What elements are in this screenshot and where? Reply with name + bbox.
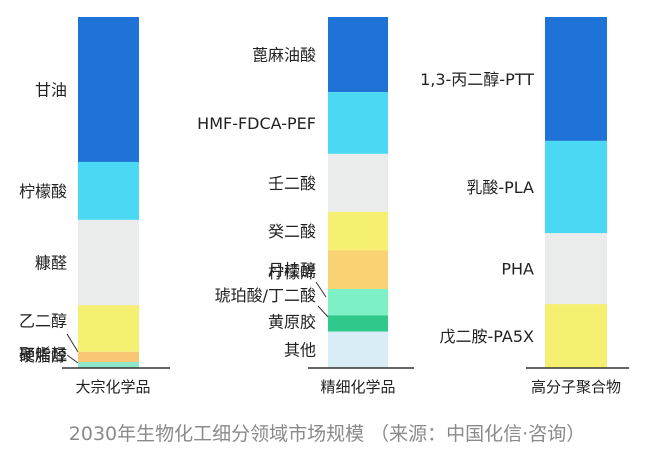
bar-segment	[328, 211, 388, 251]
segment-label: 乙二醇	[19, 312, 67, 331]
bar-segment	[545, 140, 607, 234]
segment-label: 柠檬烯	[268, 263, 316, 282]
segment-label: 乳酸-PLA	[466, 178, 534, 197]
segment-label: 甘油	[35, 81, 67, 100]
segment-label: 壬二酸	[268, 174, 316, 193]
segment-label: 月桂醇	[268, 261, 316, 280]
bar-segment	[545, 233, 607, 305]
leader-line	[66, 333, 79, 353]
bar-segment	[328, 17, 388, 93]
bar-segment	[78, 161, 139, 220]
bar-segment	[78, 351, 139, 363]
category-label: 精细化学品	[320, 378, 395, 396]
segment-label: 糠醛	[35, 254, 67, 273]
bar-segment	[78, 362, 139, 368]
bar-segment	[545, 17, 607, 141]
segment-label: 癸二酸	[268, 222, 316, 241]
segment-label: PHA	[501, 260, 534, 279]
segment-label: 聚烯烃	[19, 345, 67, 364]
leader-line	[66, 354, 79, 364]
leader-line	[317, 305, 329, 318]
segment-label: HMF-FDCA-PEF	[197, 114, 316, 133]
segment-label: 1,3-丙二醇-PTT	[420, 70, 534, 89]
category-label: 高分子聚合物	[531, 378, 621, 396]
bar-segment	[78, 305, 139, 352]
bar-segment	[328, 331, 388, 368]
segment-label: 琥珀酸/丁二酸	[215, 286, 316, 305]
segment-label: 其他	[284, 341, 316, 360]
segment-label: 柠檬酸	[19, 182, 67, 201]
bar-segment	[328, 153, 388, 212]
bars-layer	[78, 17, 607, 368]
leader-line	[315, 281, 327, 298]
chart-caption: 2030年生物化工细分领域市场规模 （来源：中国化信·咨询）	[69, 423, 585, 445]
bar-segment	[328, 92, 388, 154]
bar-segment	[328, 289, 388, 316]
bar-segment	[328, 250, 388, 290]
bar-segment	[78, 219, 139, 306]
segment-label: 硬脂醇	[19, 346, 67, 365]
axes-layer: 大宗化学品 精细化学品 高分子聚合物	[62, 367, 629, 396]
bar-segment	[328, 315, 388, 332]
segment-label: 蓖麻油酸	[252, 46, 316, 65]
segment-label: 黄原胶	[268, 312, 316, 331]
category-label: 大宗化学品	[75, 378, 150, 396]
segment-label: 戊二胺-PA5X	[440, 327, 535, 346]
bar-segment	[78, 17, 139, 162]
bar-segment	[545, 304, 607, 368]
